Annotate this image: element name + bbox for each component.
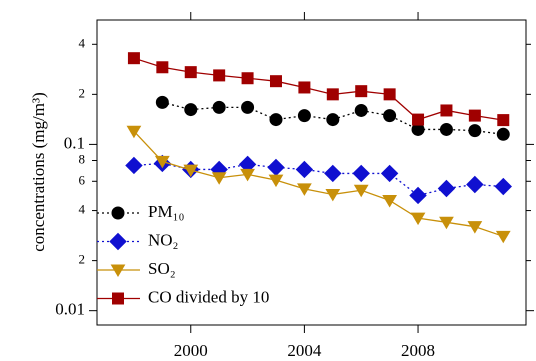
marker xyxy=(241,72,254,85)
marker xyxy=(269,113,283,127)
marker xyxy=(127,52,140,65)
marker xyxy=(383,109,397,123)
marker xyxy=(213,69,226,82)
series-line xyxy=(133,162,504,197)
marker xyxy=(468,109,481,122)
marker xyxy=(184,66,197,79)
plot-frame xyxy=(96,19,527,326)
marker xyxy=(324,164,342,183)
marker xyxy=(109,232,127,251)
series-line xyxy=(133,130,504,237)
marker xyxy=(355,85,368,98)
marker xyxy=(325,188,341,202)
x-tick-label: 2004 xyxy=(287,341,322,360)
marker xyxy=(241,100,255,114)
marker xyxy=(409,186,427,205)
marker xyxy=(267,158,285,177)
y-tick-label: 2 xyxy=(79,85,86,100)
marker xyxy=(326,113,340,127)
y-tick-label: 4 xyxy=(79,35,86,50)
marker xyxy=(112,292,124,305)
marker xyxy=(183,164,199,178)
marker xyxy=(354,103,368,117)
marker xyxy=(468,124,482,138)
y-tick-label: 6 xyxy=(79,172,86,187)
marker xyxy=(353,184,369,198)
marker xyxy=(110,264,126,277)
legend-label: CO divided by 10 xyxy=(148,287,269,306)
marker xyxy=(154,155,170,169)
marker xyxy=(297,183,312,196)
marker xyxy=(297,109,311,123)
marker xyxy=(466,175,484,194)
marker xyxy=(125,156,143,175)
y-tick-label: 2 xyxy=(79,252,86,267)
legend-label: SO₂ xyxy=(148,259,176,278)
marker xyxy=(495,230,511,244)
marker xyxy=(352,164,370,183)
marker xyxy=(326,88,339,101)
marker xyxy=(126,125,142,139)
marker xyxy=(439,122,453,136)
y-axis-label: concentrations (mg/m³) xyxy=(29,92,48,251)
y-tick-label: 4 xyxy=(79,202,86,217)
legend-label: NO₂ xyxy=(148,230,178,249)
marker xyxy=(184,103,198,117)
marker xyxy=(439,216,454,230)
marker xyxy=(410,212,426,226)
marker xyxy=(240,168,255,182)
marker xyxy=(295,160,314,179)
marker xyxy=(440,104,453,117)
y-tick-label: 8 xyxy=(79,151,86,166)
marker xyxy=(268,174,284,188)
marker xyxy=(494,177,512,196)
marker xyxy=(111,206,125,220)
marker xyxy=(383,88,396,101)
marker xyxy=(467,221,483,234)
marker xyxy=(382,194,398,208)
marker xyxy=(212,100,226,114)
marker xyxy=(412,113,425,126)
marker xyxy=(496,127,510,141)
x-tick-label: 2000 xyxy=(174,341,208,360)
marker xyxy=(298,81,311,94)
marker xyxy=(269,75,282,88)
y-tick-label: 0.1 xyxy=(64,133,85,152)
marker xyxy=(211,172,227,185)
x-tick-label: 2008 xyxy=(401,341,435,360)
legend-label: PM₁₀ xyxy=(148,202,184,221)
y-tick-label: 0.01 xyxy=(55,300,85,319)
marker xyxy=(437,179,456,198)
marker xyxy=(156,61,169,74)
marker xyxy=(380,164,399,183)
marker xyxy=(155,95,169,109)
marker xyxy=(497,114,510,127)
